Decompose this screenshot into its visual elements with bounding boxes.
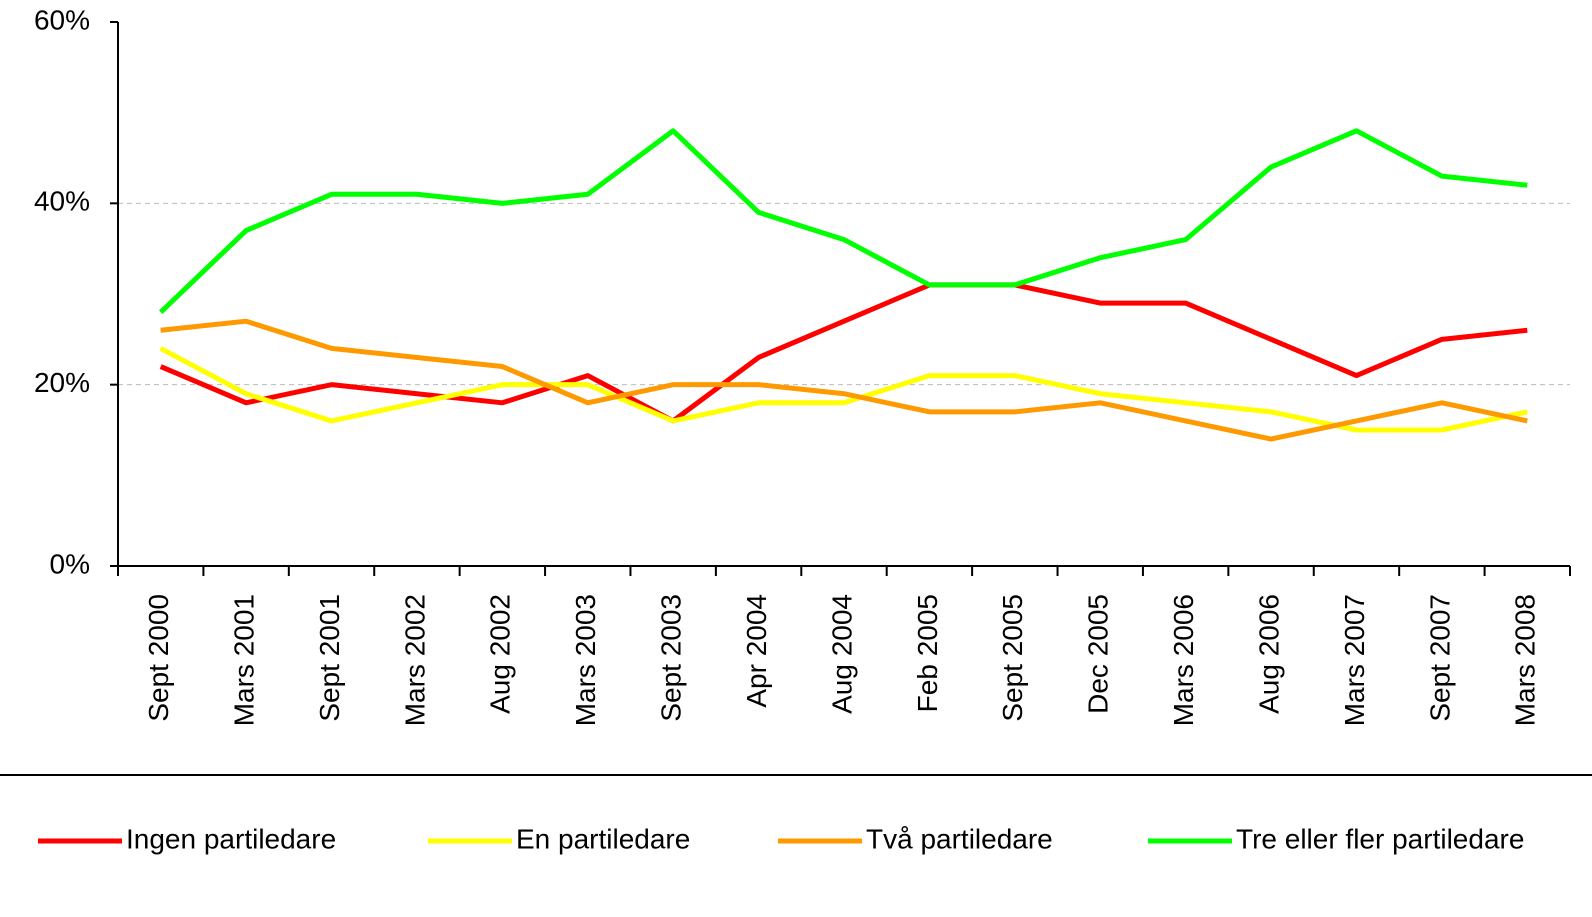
- y-tick-label: 40%: [34, 186, 90, 217]
- legend-label: Tre eller fler partiledare: [1236, 823, 1524, 854]
- x-tick-label: Mars 2007: [1339, 594, 1370, 726]
- x-tick-label: Apr 2004: [741, 594, 772, 708]
- x-tick-label: Sept 2001: [314, 594, 345, 722]
- x-tick-label: Feb 2005: [912, 594, 943, 712]
- legend-label: Två partiledare: [866, 823, 1053, 854]
- x-tick-label: Mars 2002: [399, 594, 430, 726]
- x-tick-label: Aug 2006: [1253, 594, 1284, 714]
- x-tick-label: Mars 2001: [229, 594, 260, 726]
- series-line: [158, 128, 1528, 314]
- legend-label: Ingen partiledare: [126, 823, 336, 854]
- y-tick-label: 20%: [34, 367, 90, 398]
- legend-label: En partiledare: [516, 823, 690, 854]
- x-tick-label: Sept 2003: [656, 594, 687, 722]
- y-tick-label: 0%: [50, 548, 90, 579]
- x-tick-label: Aug 2004: [826, 594, 857, 714]
- y-tick-label: 60%: [34, 4, 90, 35]
- series-line: [160, 318, 1528, 442]
- x-tick-label: Mars 2003: [570, 594, 601, 726]
- x-tick-label: Sept 2005: [997, 594, 1028, 722]
- x-tick-label: Sept 2007: [1424, 594, 1455, 722]
- x-tick-label: Aug 2002: [485, 594, 516, 714]
- series-line: [159, 346, 1528, 433]
- x-tick-label: Sept 2000: [143, 594, 174, 722]
- x-tick-label: Dec 2005: [1083, 594, 1114, 714]
- series-line: [159, 282, 1528, 424]
- x-tick-label: Mars 2008: [1510, 594, 1541, 726]
- x-tick-label: Mars 2006: [1168, 594, 1199, 726]
